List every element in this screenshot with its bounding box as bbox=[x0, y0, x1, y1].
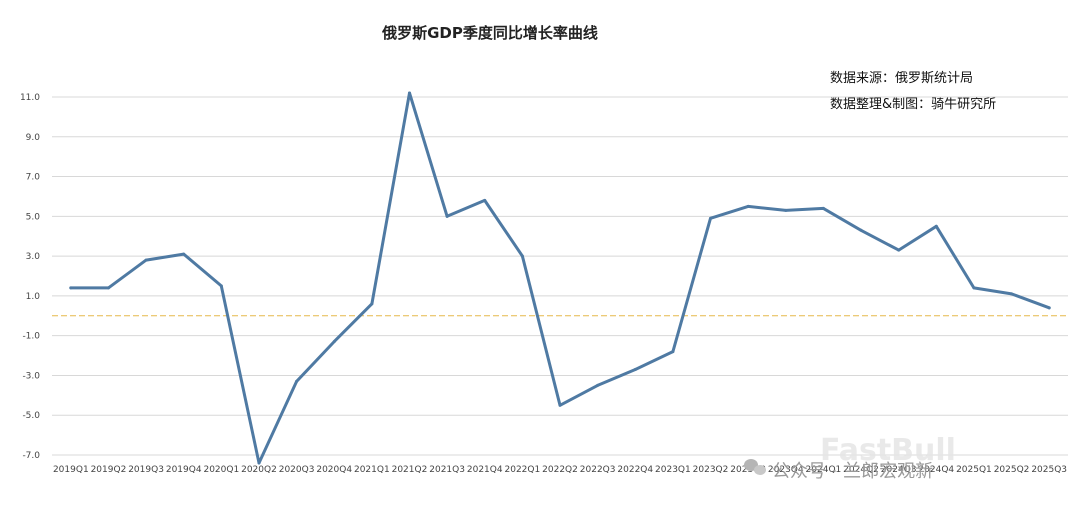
x-tick-label: 2024Q1 bbox=[806, 465, 842, 475]
data-point bbox=[558, 403, 562, 407]
data-point bbox=[295, 379, 299, 383]
y-tick-label: 3.0 bbox=[26, 252, 41, 262]
x-tick-label: 2021Q1 bbox=[354, 465, 390, 475]
x-tick-label: 2022Q4 bbox=[617, 465, 653, 475]
data-point bbox=[1010, 292, 1014, 296]
wechat-icon bbox=[744, 459, 766, 475]
data-point bbox=[69, 286, 73, 290]
data-point bbox=[332, 340, 336, 344]
x-axis: 2019Q1 2019Q2 2019Q3 2019Q4 2020Q1 2020Q2 2020… bbox=[53, 465, 1067, 475]
data-point bbox=[596, 383, 600, 387]
data-point bbox=[257, 461, 261, 465]
data-point bbox=[897, 248, 901, 252]
watermark-account: 公众号 · 兰郎宏观新 bbox=[772, 461, 933, 482]
x-tick-label: 2020Q1 bbox=[203, 465, 239, 475]
data-point bbox=[370, 302, 374, 306]
data-point bbox=[784, 208, 788, 212]
watermark: FastBull 公众号 · 兰郎宏观新 bbox=[744, 433, 956, 482]
x-tick-label: 2020Q4 bbox=[316, 465, 352, 475]
y-tick-label: -1.0 bbox=[22, 332, 40, 342]
data-point bbox=[746, 204, 750, 208]
data-point bbox=[219, 284, 223, 288]
x-tick-label: 2019Q4 bbox=[166, 465, 202, 475]
x-tick-label: 2019Q2 bbox=[91, 465, 127, 475]
y-tick-label: -3.0 bbox=[22, 371, 40, 381]
watermark-brand: FastBull bbox=[820, 433, 956, 468]
data-points bbox=[69, 91, 1051, 465]
x-tick-label: 2019Q3 bbox=[128, 465, 164, 475]
x-tick-label: 2019Q1 bbox=[53, 465, 89, 475]
x-tick-label: 2020Q3 bbox=[279, 465, 315, 475]
data-point bbox=[520, 254, 524, 258]
data-point bbox=[671, 350, 675, 354]
data-point bbox=[934, 224, 938, 228]
series-line-gdp-yoy bbox=[69, 91, 1051, 465]
x-tick-label: 2023Q4 bbox=[768, 465, 804, 475]
x-tick-label: 2021Q3 bbox=[429, 465, 465, 475]
y-tick-label: -7.0 bbox=[22, 451, 40, 461]
y-tick-label: 11.0 bbox=[20, 93, 40, 103]
x-tick-label: 2024Q3 bbox=[881, 465, 917, 475]
data-point bbox=[821, 206, 825, 210]
data-point bbox=[972, 286, 976, 290]
data-source-note: 数据来源：俄罗斯统计局 bbox=[830, 71, 973, 86]
grid-layer bbox=[52, 96, 1068, 456]
data-point bbox=[483, 198, 487, 202]
x-tick-label: 2025Q3 bbox=[1031, 465, 1067, 475]
data-point bbox=[407, 91, 411, 95]
data-point bbox=[445, 214, 449, 218]
x-tick-label: 2020Q2 bbox=[241, 465, 277, 475]
data-point bbox=[1047, 306, 1051, 310]
y-tick-label: 5.0 bbox=[26, 212, 41, 222]
x-tick-label: 2024Q4 bbox=[918, 465, 954, 475]
x-tick-label: 2021Q2 bbox=[392, 465, 428, 475]
data-point bbox=[709, 216, 713, 220]
x-tick-label: 2025Q1 bbox=[956, 465, 992, 475]
x-tick-label: 2025Q2 bbox=[994, 465, 1030, 475]
x-tick-label: 2021Q4 bbox=[467, 465, 503, 475]
y-axis: 11.0 9.0 7.0 5.0 3.0 1.0 -1.0 -3.0 -5.0 -7.0 bbox=[20, 93, 40, 461]
data-point bbox=[106, 286, 110, 290]
y-tick-label: -5.0 bbox=[22, 411, 40, 421]
data-point bbox=[859, 228, 863, 232]
x-tick-label: 2023Q2 bbox=[693, 465, 729, 475]
y-tick-label: 7.0 bbox=[26, 173, 41, 183]
data-point bbox=[144, 258, 148, 262]
chart-title: 俄罗斯GDP季度同比增长率曲线 bbox=[381, 24, 598, 42]
data-point bbox=[182, 252, 186, 256]
y-tick-label: 1.0 bbox=[26, 292, 41, 302]
x-tick-label: 2022Q1 bbox=[505, 465, 541, 475]
data-point bbox=[633, 367, 637, 371]
data-compiler-note: 数据整理&制图：骑牛研究所 bbox=[830, 97, 996, 112]
y-tick-label: 9.0 bbox=[26, 133, 41, 143]
x-tick-label: 2022Q2 bbox=[542, 465, 578, 475]
x-tick-label: 2023Q1 bbox=[655, 465, 691, 475]
x-tick-label: 2024Q2 bbox=[843, 465, 879, 475]
x-tick-label: 2022Q3 bbox=[580, 465, 616, 475]
